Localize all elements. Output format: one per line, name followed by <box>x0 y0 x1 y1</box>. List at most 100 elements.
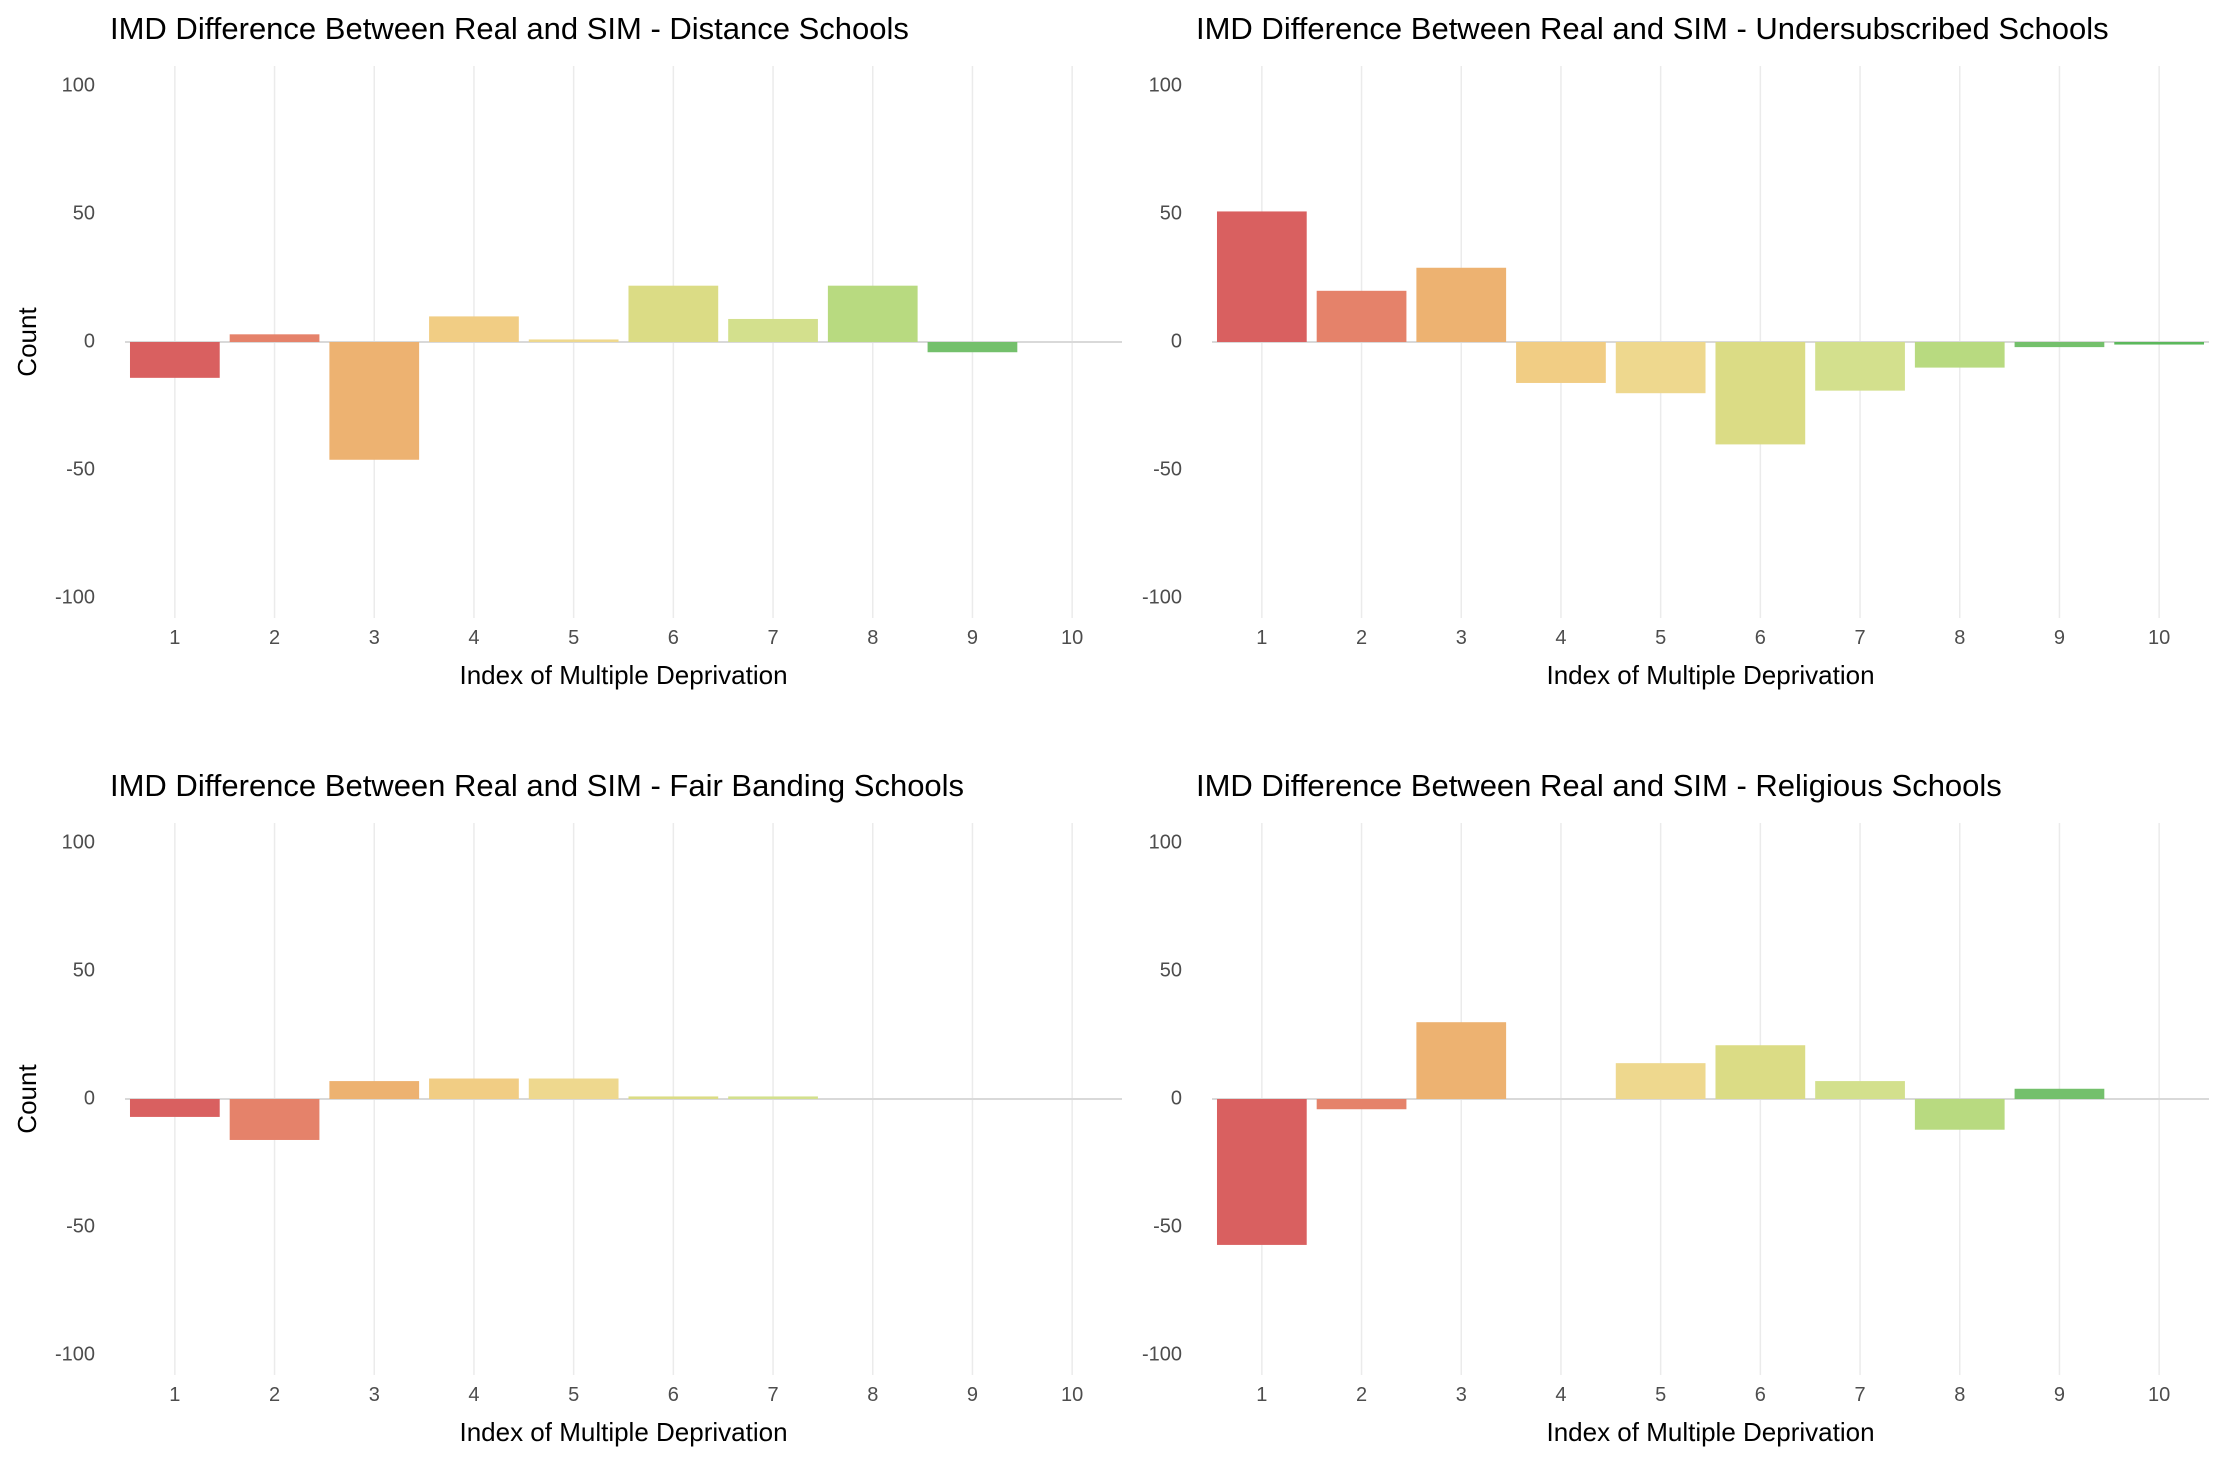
bar-imd-9 <box>2014 342 2105 348</box>
x-tick-label: 5 <box>568 1384 579 1406</box>
x-tick-label: 4 <box>1555 627 1566 649</box>
y-tick-label: 0 <box>84 330 95 352</box>
x-tick-label: 2 <box>1356 1384 1367 1406</box>
bar-imd-3 <box>1416 1022 1507 1099</box>
bar-imd-5 <box>528 339 619 342</box>
bar-imd-8 <box>1914 1099 2005 1130</box>
x-tick-label: 10 <box>1061 1384 1083 1406</box>
y-tick-label: 0 <box>1171 330 1182 352</box>
bar-imd-4 <box>1516 342 1606 383</box>
x-axis-label: Index of Multiple Deprivation <box>459 660 787 690</box>
bar-imd-1 <box>129 1099 220 1117</box>
x-axis-label: Index of Multiple Deprivation <box>1546 1417 1874 1447</box>
bar-imd-6 <box>628 285 719 342</box>
y-axis-label: Count <box>12 307 42 377</box>
bar-imd-7 <box>1815 342 1905 391</box>
y-tick-label: 100 <box>1149 831 1182 853</box>
bar-imd-1 <box>1216 211 1307 342</box>
bar-imd-8 <box>1914 342 2005 368</box>
chart-title: IMD Difference Between Real and SIM - Di… <box>110 11 909 46</box>
x-tick-label: 10 <box>1061 627 1083 649</box>
bar-imd-5 <box>1615 342 1706 394</box>
bar-imd-3 <box>329 342 420 460</box>
x-tick-label: 10 <box>2148 627 2170 649</box>
x-tick-label: 3 <box>1456 1384 1467 1406</box>
x-tick-label: 6 <box>668 1384 679 1406</box>
x-tick-label: 1 <box>169 1384 180 1406</box>
y-tick-label: -100 <box>55 586 95 608</box>
y-tick-label: 50 <box>73 959 95 981</box>
bar-imd-2 <box>229 334 320 342</box>
x-tick-label: 6 <box>668 627 679 649</box>
x-tick-label: 3 <box>1456 627 1467 649</box>
y-tick-label: 100 <box>62 74 95 96</box>
bar-imd-2 <box>229 1099 320 1140</box>
bar-imd-6 <box>1715 1045 1806 1099</box>
bar-imd-4 <box>429 1078 519 1099</box>
y-tick-label: -100 <box>55 1343 95 1365</box>
y-tick-label: 50 <box>73 202 95 224</box>
chart-title: IMD Difference Between Real and SIM - Re… <box>1196 768 2002 803</box>
chart-title: IMD Difference Between Real and SIM - Fa… <box>110 768 964 803</box>
x-tick-label: 2 <box>269 1384 280 1406</box>
x-tick-label: 5 <box>568 627 579 649</box>
bar-imd-6 <box>628 1096 719 1099</box>
x-tick-label: 2 <box>269 627 280 649</box>
bar-imd-9 <box>927 342 1018 353</box>
y-axis-label: Count <box>12 1064 42 1134</box>
x-tick-label: 4 <box>468 1384 479 1406</box>
x-tick-label: 4 <box>1555 1384 1566 1406</box>
y-tick-label: -50 <box>1153 1215 1182 1237</box>
x-tick-label: 2 <box>1356 627 1367 649</box>
x-tick-label: 9 <box>2054 627 2065 649</box>
chart-panel-2: 100 50 0 -50 -100 1 2 3 4 5 6 7 8 9 10 IMD Difference B… <box>1142 11 2209 690</box>
x-tick-label: 7 <box>1854 1384 1865 1406</box>
y-tick-label: -50 <box>66 1215 95 1237</box>
y-tick-label: 50 <box>1160 202 1182 224</box>
x-axis-label: Index of Multiple Deprivation <box>1546 660 1874 690</box>
y-tick-label: 100 <box>1149 74 1182 96</box>
chart-panel-1: 100 50 0 -50 -100 1 2 3 4 5 6 7 8 9 10 IMD Difference B… <box>12 11 1122 690</box>
bar-imd-4 <box>429 316 519 342</box>
bar-imd-1 <box>129 342 220 378</box>
bar-imd-6 <box>1715 342 1806 445</box>
x-tick-label: 6 <box>1755 627 1766 649</box>
bar-imd-7 <box>728 1096 818 1099</box>
x-tick-label: 4 <box>468 627 479 649</box>
x-tick-label: 3 <box>369 627 380 649</box>
x-tick-label: 1 <box>1256 1384 1267 1406</box>
bar-imd-8 <box>827 285 918 342</box>
y-tick-label: -50 <box>1153 458 1182 480</box>
x-axis-label: Index of Multiple Deprivation <box>459 1417 787 1447</box>
bar-imd-9 <box>2014 1088 2105 1099</box>
x-tick-label: 8 <box>1954 627 1965 649</box>
x-tick-label: 9 <box>967 627 978 649</box>
y-tick-label: 50 <box>1160 959 1182 981</box>
bar-imd-7 <box>728 318 818 342</box>
x-tick-label: 10 <box>2148 1384 2170 1406</box>
x-tick-label: 8 <box>867 627 878 649</box>
bar-imd-7 <box>1815 1081 1905 1099</box>
chart-title: IMD Difference Between Real and SIM - Un… <box>1196 11 2109 46</box>
x-tick-label: 1 <box>1256 627 1267 649</box>
bar-imd-5 <box>1615 1063 1706 1099</box>
x-tick-label: 1 <box>169 627 180 649</box>
bar-imd-5 <box>528 1078 619 1099</box>
y-tick-label: 100 <box>62 831 95 853</box>
bar-imd-2 <box>1316 290 1407 342</box>
bar-imd-3 <box>1416 267 1507 342</box>
chart-panel-4: 100 50 0 -50 -100 1 2 3 4 5 6 7 8 9 10 IMD Difference B… <box>1142 768 2209 1447</box>
x-tick-label: 6 <box>1755 1384 1766 1406</box>
bar-imd-2 <box>1316 1099 1407 1110</box>
y-tick-label: 0 <box>1171 1087 1182 1109</box>
bar-imd-1 <box>1216 1099 1307 1245</box>
x-tick-label: 5 <box>1655 1384 1666 1406</box>
x-tick-label: 5 <box>1655 627 1666 649</box>
x-tick-label: 7 <box>1854 627 1865 649</box>
y-tick-label: -100 <box>1142 586 1182 608</box>
chart-panel-3: 100 50 0 -50 -100 1 2 3 4 5 6 7 8 9 10 IMD Difference B… <box>12 768 1122 1447</box>
x-tick-label: 7 <box>767 627 778 649</box>
x-tick-label: 9 <box>2054 1384 2065 1406</box>
x-tick-label: 7 <box>767 1384 778 1406</box>
